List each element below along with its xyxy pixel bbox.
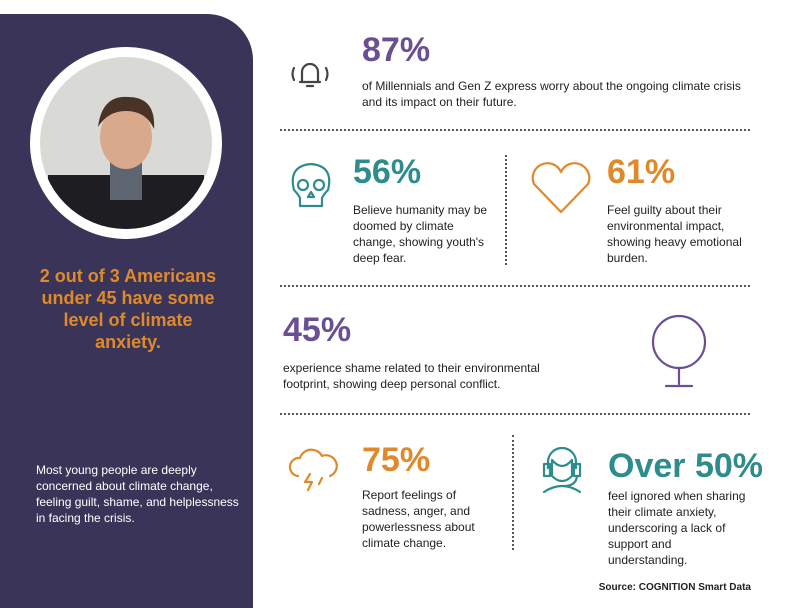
bell-icon <box>291 62 329 88</box>
storm-icon <box>288 448 338 492</box>
stat-text: of Millennials and Gen Z express worry a… <box>362 79 741 109</box>
stat-value: 61% <box>607 153 676 191</box>
headline: 2 out of 3 Americans under 45 have some … <box>39 266 217 352</box>
portrait <box>30 47 222 239</box>
divider <box>280 129 750 131</box>
stat-value: 56% <box>353 153 422 191</box>
stat-text: experience shame related to their enviro… <box>283 361 540 391</box>
mirror-icon <box>651 314 707 388</box>
stat-text: Feel guilty about their environmental im… <box>607 203 742 265</box>
sidebar-text: Most young people are deeply concerned a… <box>36 463 239 525</box>
source: Source: COGNITION Smart Data <box>598 582 751 593</box>
heart-icon <box>531 162 591 214</box>
stat-value: Over 50% <box>608 447 763 485</box>
headset-icon <box>542 446 582 494</box>
skull-icon <box>291 162 331 208</box>
stat-value: 45% <box>283 311 352 349</box>
stat-text: Report feelings of sadness, anger, and p… <box>362 488 475 550</box>
stat-text: Believe humanity may be doomed by climat… <box>353 203 488 265</box>
stat-value: 75% <box>362 441 431 479</box>
divider <box>512 435 514 550</box>
stat-text: feel ignored when sharing their climate … <box>608 489 746 567</box>
divider <box>280 413 750 415</box>
stat-value: 87% <box>362 31 431 69</box>
divider <box>505 155 507 265</box>
divider <box>280 285 750 287</box>
